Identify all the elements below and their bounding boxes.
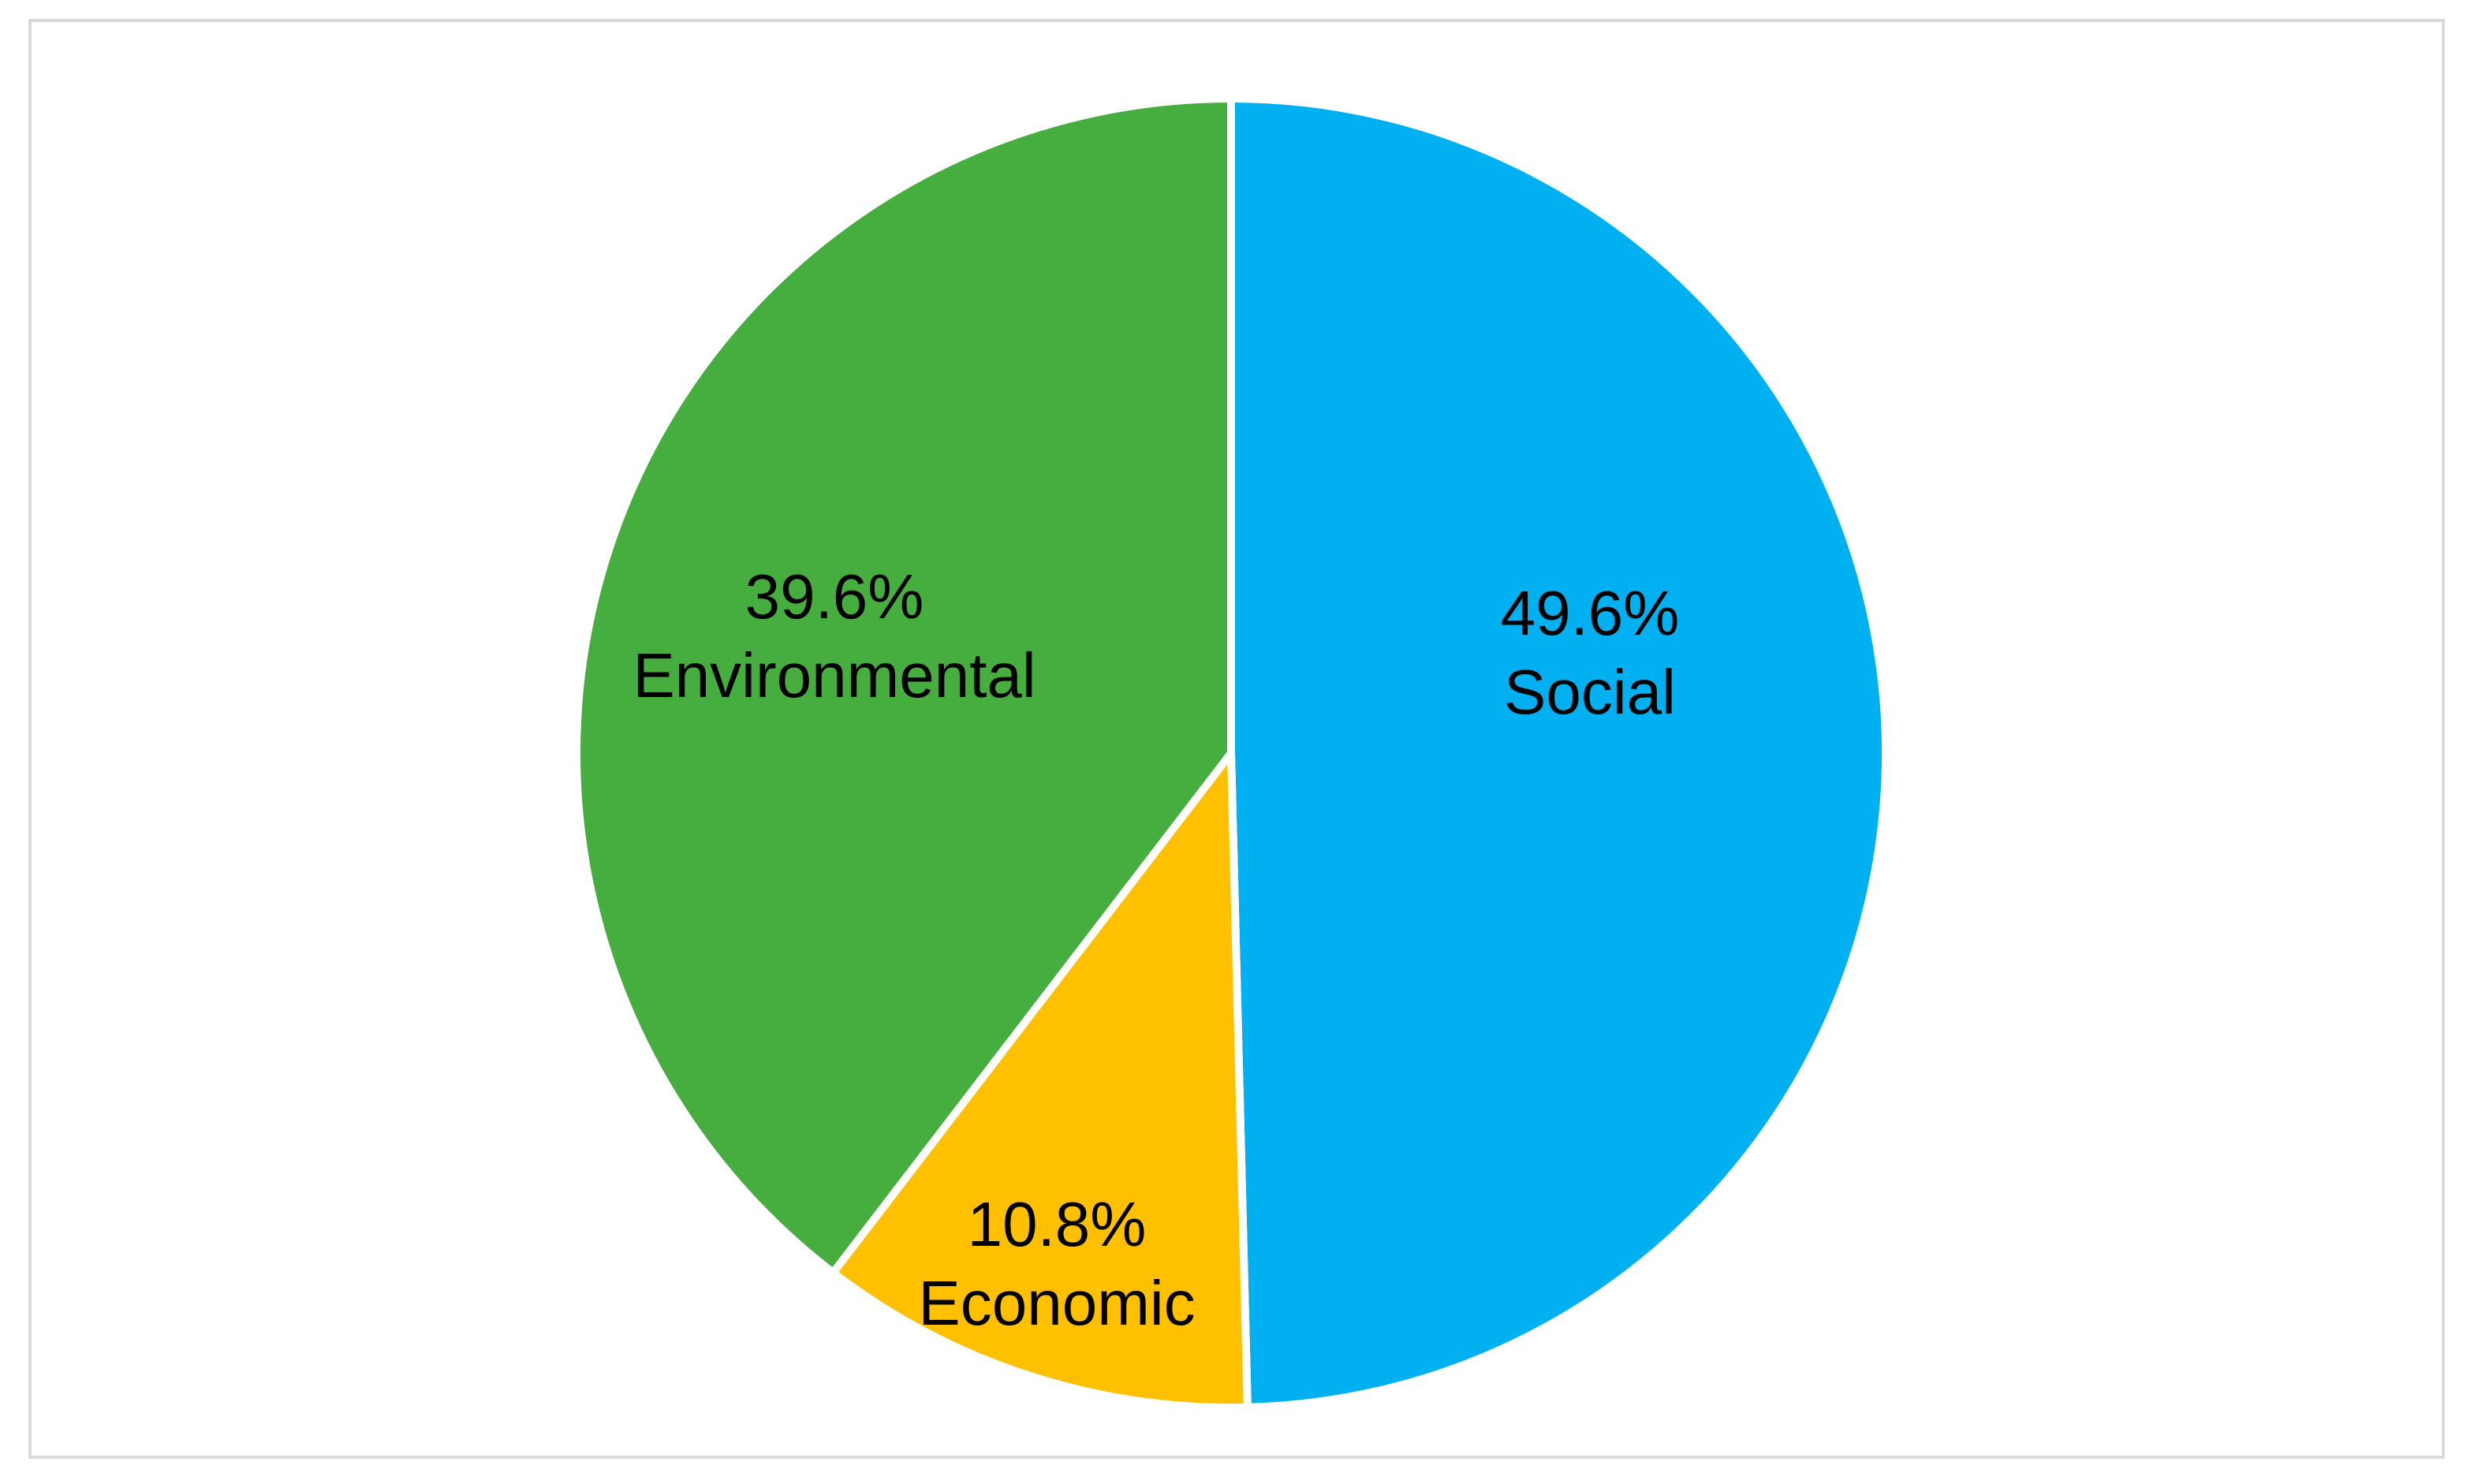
pie-slice-social xyxy=(1227,95,1890,1411)
pie-slices xyxy=(573,95,1890,1411)
pie-slice-environmental xyxy=(573,95,1235,1277)
pie-labels: 49.6% Social 10.8% Economic 39.6% Enviro… xyxy=(632,561,1679,1338)
slice-label-economic: Economic xyxy=(918,1268,1195,1338)
slice-percent-economic: 10.8% xyxy=(968,1189,1147,1259)
pie-slice-economic xyxy=(829,749,1252,1411)
slice-label-environmental: Environmental xyxy=(632,640,1035,710)
slice-label-social: Social xyxy=(1504,657,1676,727)
slice-percent-environmental: 39.6% xyxy=(745,561,924,632)
slice-percent-social: 49.6% xyxy=(1501,578,1680,648)
